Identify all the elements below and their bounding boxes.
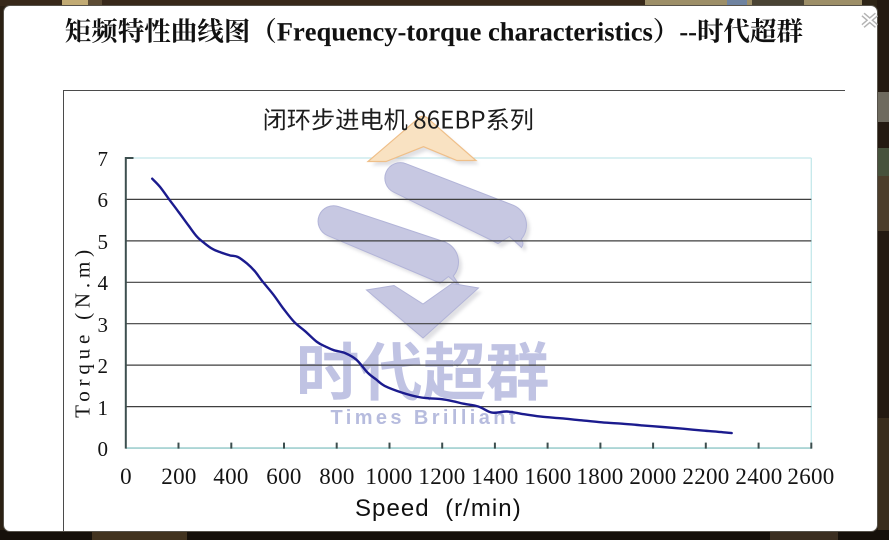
svg-text:Times Brilliant: Times Brilliant <box>331 407 519 429</box>
